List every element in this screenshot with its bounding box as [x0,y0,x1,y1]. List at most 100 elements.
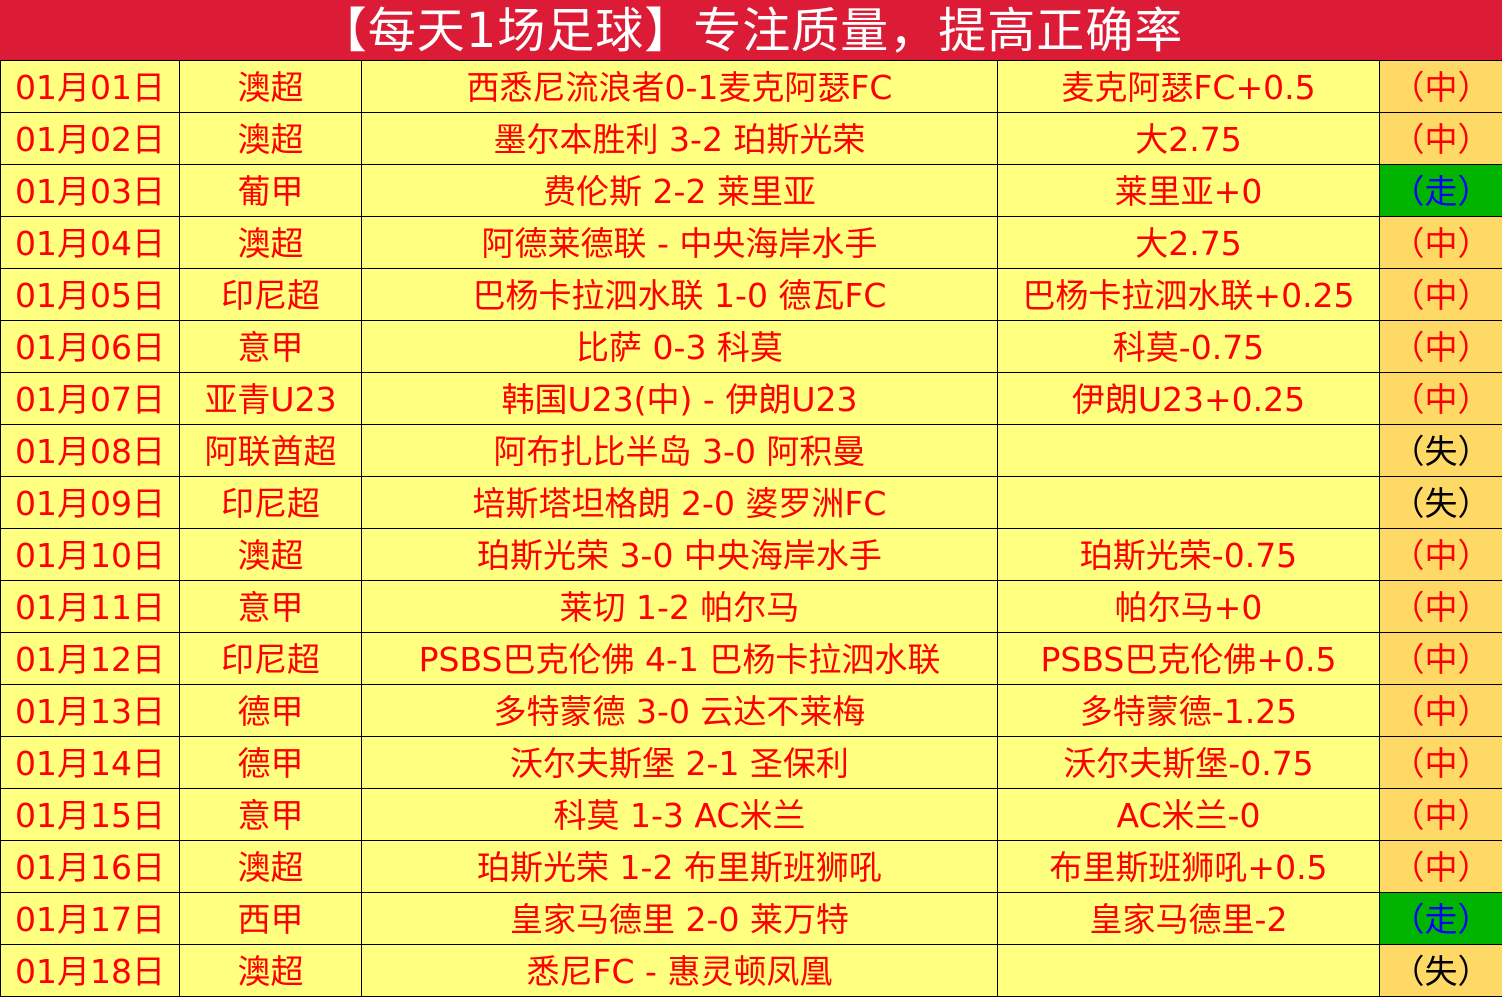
date-cell: 01月02日 [1,113,180,165]
table-row: 01月10日澳超珀斯光荣 3-0 中央海岸水手珀斯光荣-0.75（中） [1,529,1502,581]
result-cell: （中） [1380,789,1502,841]
tip-cell: 巴杨卡拉泗水联+0.25 [998,269,1380,321]
result-cell: （中） [1380,529,1502,581]
result-cell: （中） [1380,217,1502,269]
table-row: 01月16日澳超珀斯光荣 1-2 布里斯班狮吼布里斯班狮吼+0.5（中） [1,841,1502,893]
match-cell: 墨尔本胜利 3-2 珀斯光荣 [362,113,998,165]
tip-cell: 帕尔马+0 [998,581,1380,633]
result-cell: （中） [1380,113,1502,165]
league-cell: 澳超 [180,841,362,893]
tip-cell: PSBS巴克伦佛+0.5 [998,633,1380,685]
match-cell: 阿布扎比半岛 3-0 阿积曼 [362,425,998,477]
tip-cell: 麦克阿瑟FC+0.5 [998,61,1380,113]
match-cell: PSBS巴克伦佛 4-1 巴杨卡拉泗水联 [362,633,998,685]
match-cell: 沃尔夫斯堡 2-1 圣保利 [362,737,998,789]
tip-cell: 布里斯班狮吼+0.5 [998,841,1380,893]
tip-cell: AC米兰-0 [998,789,1380,841]
league-cell: 德甲 [180,685,362,737]
date-cell: 01月03日 [1,165,180,217]
tip-cell [998,945,1380,997]
tip-cell: 科莫-0.75 [998,321,1380,373]
date-cell: 01月13日 [1,685,180,737]
table-row: 01月18日澳超悉尼FC - 惠灵顿凤凰 （失） [1,945,1502,997]
date-cell: 01月11日 [1,581,180,633]
tip-cell: 莱里亚+0 [998,165,1380,217]
date-cell: 01月17日 [1,893,180,945]
date-cell: 01月10日 [1,529,180,581]
date-cell: 01月05日 [1,269,180,321]
tip-cell [998,425,1380,477]
league-cell: 澳超 [180,217,362,269]
table-row: 01月13日德甲多特蒙德 3-0 云达不莱梅多特蒙德-1.25（中） [1,685,1502,737]
tip-cell: 沃尔夫斯堡-0.75 [998,737,1380,789]
tip-cell: 大2.75 [998,217,1380,269]
league-cell: 意甲 [180,581,362,633]
match-cell: 比萨 0-3 科莫 [362,321,998,373]
result-cell: （失） [1380,477,1502,529]
league-cell: 澳超 [180,945,362,997]
result-cell: （走） [1380,165,1502,217]
result-cell: （中） [1380,685,1502,737]
match-cell: 韩国U23(中) - 伊朗U23 [362,373,998,425]
match-cell: 珀斯光荣 1-2 布里斯班狮吼 [362,841,998,893]
table-row: 01月04日澳超阿德莱德联 - 中央海岸水手大2.75（中） [1,217,1502,269]
result-cell: （中） [1380,61,1502,113]
match-cell: 多特蒙德 3-0 云达不莱梅 [362,685,998,737]
table-row: 01月17日西甲皇家马德里 2-0 莱万特皇家马德里-2（走） [1,893,1502,945]
result-cell: （中） [1380,373,1502,425]
date-cell: 01月14日 [1,737,180,789]
tip-cell [998,477,1380,529]
table-row: 01月11日意甲莱切 1-2 帕尔马帕尔马+0（中） [1,581,1502,633]
match-cell: 皇家马德里 2-0 莱万特 [362,893,998,945]
league-cell: 印尼超 [180,633,362,685]
table-row: 01月14日德甲沃尔夫斯堡 2-1 圣保利沃尔夫斯堡-0.75（中） [1,737,1502,789]
league-cell: 亚青U23 [180,373,362,425]
league-cell: 印尼超 [180,269,362,321]
league-cell: 意甲 [180,321,362,373]
match-cell: 巴杨卡拉泗水联 1-0 德瓦FC [362,269,998,321]
tip-cell: 珀斯光荣-0.75 [998,529,1380,581]
match-cell: 西悉尼流浪者0-1麦克阿瑟FC [362,61,998,113]
match-cell: 培斯塔坦格朗 2-0 婆罗洲FC [362,477,998,529]
date-cell: 01月16日 [1,841,180,893]
table-row: 01月02日澳超墨尔本胜利 3-2 珀斯光荣大2.75（中） [1,113,1502,165]
league-cell: 阿联酋超 [180,425,362,477]
result-cell: （中） [1380,269,1502,321]
result-cell: （失） [1380,425,1502,477]
league-cell: 意甲 [180,789,362,841]
league-cell: 葡甲 [180,165,362,217]
league-cell: 印尼超 [180,477,362,529]
date-cell: 01月12日 [1,633,180,685]
match-cell: 莱切 1-2 帕尔马 [362,581,998,633]
league-cell: 澳超 [180,61,362,113]
tip-cell: 伊朗U23+0.25 [998,373,1380,425]
result-cell: （中） [1380,737,1502,789]
league-cell: 西甲 [180,893,362,945]
table-row: 01月03日葡甲费伦斯 2-2 莱里亚莱里亚+0（走） [1,165,1502,217]
date-cell: 01月01日 [1,61,180,113]
match-cell: 阿德莱德联 - 中央海岸水手 [362,217,998,269]
match-cell: 悉尼FC - 惠灵顿凤凰 [362,945,998,997]
match-cell: 费伦斯 2-2 莱里亚 [362,165,998,217]
result-cell: （失） [1380,945,1502,997]
match-cell: 科莫 1-3 AC米兰 [362,789,998,841]
result-cell: （中） [1380,581,1502,633]
date-cell: 01月15日 [1,789,180,841]
league-cell: 德甲 [180,737,362,789]
date-cell: 01月09日 [1,477,180,529]
page-title: 【每天1场足球】专注质量，提高正确率 [0,0,1502,60]
date-cell: 01月06日 [1,321,180,373]
date-cell: 01月04日 [1,217,180,269]
date-cell: 01月07日 [1,373,180,425]
tip-cell: 皇家马德里-2 [998,893,1380,945]
table-row: 01月09日印尼超培斯塔坦格朗 2-0 婆罗洲FC （失） [1,477,1502,529]
league-cell: 澳超 [180,529,362,581]
date-cell: 01月18日 [1,945,180,997]
date-cell: 01月08日 [1,425,180,477]
